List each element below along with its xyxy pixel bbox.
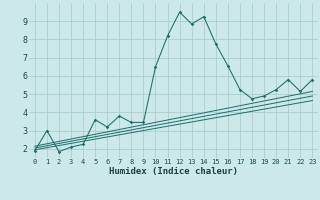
X-axis label: Humidex (Indice chaleur): Humidex (Indice chaleur) (109, 167, 238, 176)
